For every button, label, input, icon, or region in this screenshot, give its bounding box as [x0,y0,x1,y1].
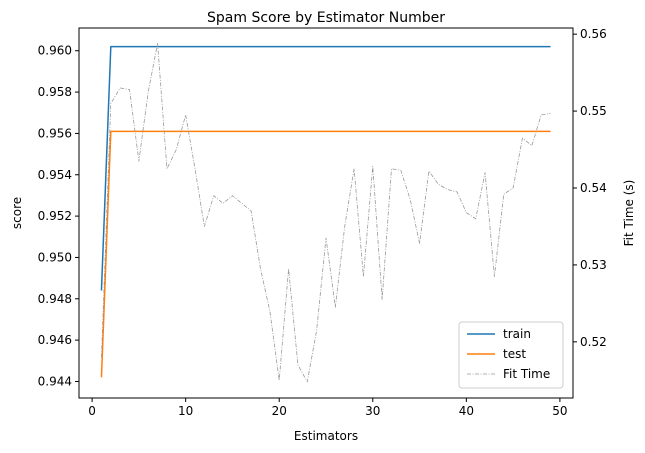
y-tick-label: 0.958 [38,85,72,99]
legend-label: Fit Time [503,367,550,381]
plot-frame [78,27,574,399]
x-tick-label: 30 [365,404,380,418]
x-axis-label: Estimators [294,429,358,443]
x-tick-label: 0 [88,404,96,418]
series-line-test [100,130,551,378]
y2-tick-label: 0.53 [580,258,607,272]
y2-tick-label: 0.55 [580,104,607,118]
y2-tick-label: 0.56 [580,27,607,41]
legend-label: test [503,347,526,361]
y-axis-right: 0.52 0.53 0.54 0.55 0.56 [573,27,607,349]
y-axis-label: score [10,197,24,229]
y-axis-left: 0.944 0.946 0.948 0.950 0.952 0.954 0.956 0.958… [38,44,79,388]
y2-axis-label: Fit Time (s) [622,180,636,247]
legend-label: train [503,327,531,341]
legend: train test Fit Time [458,321,564,389]
y2-tick-label: 0.52 [580,335,607,349]
y-tick-label: 0.946 [38,333,72,347]
x-tick-label: 20 [272,404,287,418]
y-tick-label: 0.960 [38,44,72,58]
y-tick-label: 0.944 [38,374,72,388]
x-tick-label: 40 [459,404,474,418]
y-tick-label: 0.948 [38,292,72,306]
y-tick-label: 0.956 [38,126,72,140]
chart-title: Spam Score by Estimator Number [207,10,445,26]
x-tick-label: 50 [552,404,567,418]
x-axis: 0 10 20 30 40 50 [88,398,568,418]
series-line-train [100,45,551,291]
legend-box [458,321,564,389]
y-tick-label: 0.952 [38,209,72,223]
y-tick-label: 0.950 [38,250,72,264]
plot-series [100,42,551,383]
series-line-fit-time [101,42,551,383]
y2-tick-label: 0.54 [580,181,607,195]
y-tick-label: 0.954 [38,168,72,182]
x-tick-label: 10 [178,404,193,418]
